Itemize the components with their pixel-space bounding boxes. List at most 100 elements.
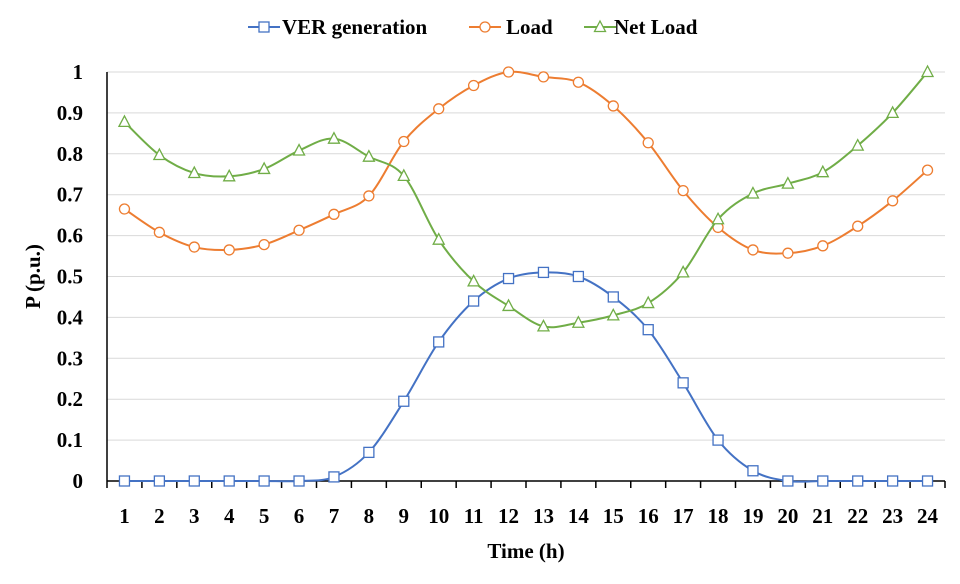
y-tick-label: 0.7 xyxy=(57,183,83,207)
y-tick-label: 0 xyxy=(73,469,84,493)
data-point-net-load xyxy=(292,143,306,156)
data-point-net-load xyxy=(781,176,795,189)
data-point-ver-generation xyxy=(363,446,375,459)
x-tick-label: 5 xyxy=(259,504,270,528)
series-line-ver-generation xyxy=(124,271,928,483)
series-load xyxy=(118,66,934,259)
y-tick-label: 0.2 xyxy=(57,387,83,411)
x-tick-label: 4 xyxy=(224,504,235,528)
data-point-load xyxy=(642,137,654,149)
data-point-load xyxy=(747,244,759,256)
x-tick-label: 20 xyxy=(777,504,798,528)
data-point-ver-generation xyxy=(537,266,550,279)
data-point-net-load xyxy=(501,298,516,312)
data-point-net-load xyxy=(152,147,166,161)
y-tick-label: 0.9 xyxy=(57,101,83,125)
data-point-ver-generation xyxy=(223,475,235,487)
data-point-net-load xyxy=(851,138,865,151)
data-point-net-load xyxy=(222,168,236,182)
x-axis-title: Time (h) xyxy=(487,539,564,563)
data-point-ver-generation xyxy=(188,475,200,487)
y-tick-label: 0.1 xyxy=(57,428,83,452)
data-point-ver-generation xyxy=(293,475,305,487)
data-point-ver-generation xyxy=(747,465,759,477)
data-point-load xyxy=(118,203,131,215)
x-tick-label: 7 xyxy=(329,504,340,528)
data-point-ver-generation xyxy=(712,434,724,446)
x-tick-label: 16 xyxy=(638,504,659,528)
x-tick-label: 9 xyxy=(399,504,410,528)
x-tick-label: 12 xyxy=(498,504,519,528)
x-tick-label: 19 xyxy=(742,504,763,528)
legend: VER generation Load Net Load xyxy=(248,15,698,39)
data-point-load xyxy=(537,71,550,83)
data-point-net-load xyxy=(327,131,341,144)
legend-item-net-load: Net Load xyxy=(584,15,698,39)
data-point-load xyxy=(817,240,829,252)
y-tick-label: 0.3 xyxy=(57,346,83,370)
legend-item-load: Load xyxy=(469,15,553,39)
data-point-net-load xyxy=(711,211,725,225)
x-tick-label: 6 xyxy=(294,504,305,528)
legend-label: Load xyxy=(506,15,553,39)
data-point-net-load xyxy=(571,315,585,328)
y-tick-labels: 0 0.1 0.2 0.3 0.4 0.5 0.6 0.7 0.8 0.9 1 xyxy=(57,60,84,493)
x-tick-label: 22 xyxy=(847,504,868,528)
series-line-net-load xyxy=(123,71,929,329)
y-tick-label: 1 xyxy=(73,60,84,84)
data-point-ver-generation xyxy=(677,377,689,389)
y-axis-title: P (p.u.) xyxy=(21,244,45,309)
data-point-ver-generation xyxy=(118,475,131,487)
x-tick-label: 2 xyxy=(154,504,165,528)
data-point-ver-generation xyxy=(502,272,515,285)
x-tick-label: 13 xyxy=(533,504,554,528)
data-point-load xyxy=(433,103,445,115)
legend-swatch-marker xyxy=(258,21,270,33)
x-tick-label: 18 xyxy=(708,504,729,528)
data-point-load xyxy=(886,195,899,207)
series-line-load xyxy=(123,70,929,255)
data-point-ver-generation xyxy=(467,295,480,307)
data-point-load xyxy=(223,244,235,256)
legend-item-ver-generation: VER generation xyxy=(248,15,428,39)
data-point-net-load xyxy=(362,149,376,162)
data-point-ver-generation xyxy=(328,471,340,483)
data-point-net-load xyxy=(641,295,655,309)
data-point-ver-generation xyxy=(258,475,270,487)
y-tick-label: 0.5 xyxy=(57,265,83,289)
x-tick-label: 15 xyxy=(603,504,624,528)
data-point-load xyxy=(467,79,480,92)
x-tick-label: 21 xyxy=(812,504,833,528)
data-point-net-load xyxy=(117,114,132,128)
grid xyxy=(107,71,945,441)
x-tick-label: 14 xyxy=(568,504,590,528)
data-point-net-load xyxy=(816,164,830,178)
data-point-net-load xyxy=(746,186,760,199)
series-ver-generation xyxy=(118,266,934,487)
axes xyxy=(106,72,946,488)
data-point-load xyxy=(398,135,410,148)
y-tick-label: 0.6 xyxy=(57,224,83,248)
x-tick-label: 3 xyxy=(189,504,200,528)
data-point-ver-generation xyxy=(886,475,899,487)
x-tick-label: 8 xyxy=(364,504,375,528)
x-tick-label: 10 xyxy=(428,504,449,528)
data-point-load xyxy=(921,164,934,176)
data-point-ver-generation xyxy=(433,336,445,348)
data-point-load xyxy=(363,190,375,202)
data-point-load xyxy=(677,184,689,197)
data-point-load xyxy=(782,247,794,259)
data-point-ver-generation xyxy=(642,324,654,336)
data-point-load xyxy=(572,76,585,88)
legend-swatch-marker xyxy=(479,21,491,33)
data-point-net-load xyxy=(886,105,900,119)
x-tick-label: 24 xyxy=(917,504,939,528)
data-point-net-load xyxy=(606,307,620,321)
series xyxy=(117,64,935,487)
data-point-load xyxy=(258,238,270,251)
data-point-ver-generation xyxy=(817,475,829,487)
y-tick-label: 0.8 xyxy=(57,142,83,166)
x-tick-label: 1 xyxy=(119,504,130,528)
data-point-net-load xyxy=(432,232,446,245)
